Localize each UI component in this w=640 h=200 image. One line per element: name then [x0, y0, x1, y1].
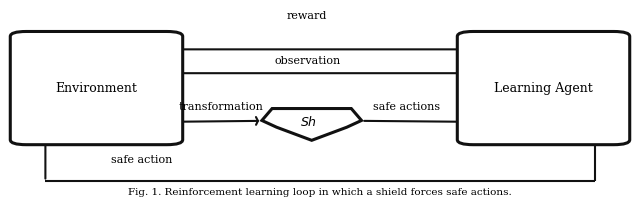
FancyBboxPatch shape — [10, 31, 182, 145]
Text: $Sh$: $Sh$ — [300, 115, 317, 129]
Text: safe actions: safe actions — [372, 102, 440, 112]
Polygon shape — [262, 109, 362, 140]
Text: safe action: safe action — [111, 155, 172, 165]
Text: Fig. 1. Reinforcement learning loop in which a shield forces safe actions.: Fig. 1. Reinforcement learning loop in w… — [128, 188, 512, 197]
Text: transformation: transformation — [179, 102, 264, 112]
Text: reward: reward — [287, 11, 328, 21]
Text: Learning Agent: Learning Agent — [494, 82, 593, 95]
FancyBboxPatch shape — [458, 31, 630, 145]
Text: Environment: Environment — [56, 82, 138, 95]
Text: observation: observation — [274, 56, 340, 66]
